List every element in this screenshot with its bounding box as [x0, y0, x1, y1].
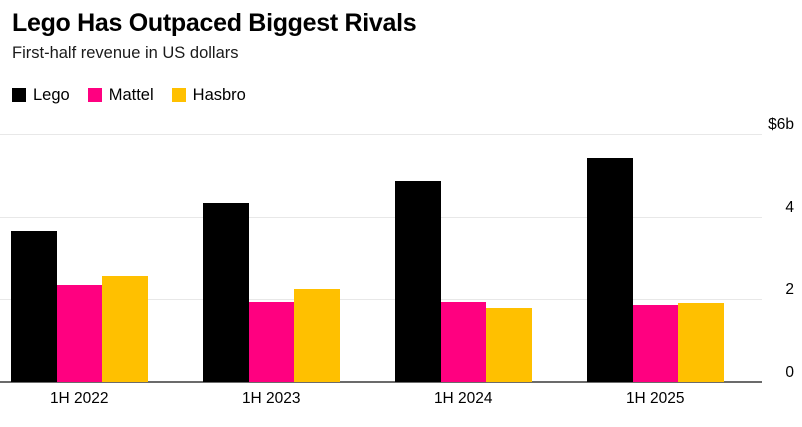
y-tick-label-6: $6b — [768, 116, 794, 133]
chart-legend: Lego Mattel Hasbro — [12, 84, 246, 106]
x-tick-label-1h-2025: 1H 2025 — [625, 390, 685, 407]
bar-hasbro-1h-2025 — [678, 303, 724, 382]
chart-header: Lego Has Outpaced Biggest Rivals First-h… — [12, 8, 772, 64]
legend-label-lego: Lego — [33, 86, 70, 104]
legend-label-hasbro: Hasbro — [192, 86, 246, 104]
legend-item-mattel: Mattel — [87, 86, 154, 104]
bar-mattel-1h-2023 — [248, 301, 294, 382]
y-tick-label-0: 0 — [785, 363, 794, 381]
bar-lego-1h-2024 — [395, 181, 441, 382]
legend-item-hasbro: Hasbro — [171, 86, 246, 104]
y-tick-label-2: 2 — [785, 281, 794, 298]
gridline-4 — [0, 216, 762, 218]
gridline-6 — [0, 134, 762, 135]
bar-mattel-1h-2025 — [632, 304, 678, 382]
bar-lego-1h-2023 — [203, 202, 249, 382]
bar-mattel-1h-2022 — [56, 284, 102, 382]
x-tick-label-1h-2023: 1H 2023 — [241, 390, 301, 407]
axis-baseline — [0, 381, 762, 383]
chart-subtitle: First-half revenue in US dollars — [12, 44, 239, 62]
bar-lego-1h-2022 — [11, 230, 57, 382]
y-tick-label-4: 4 — [785, 198, 794, 216]
bar-hasbro-1h-2023 — [294, 289, 340, 382]
bar-lego-1h-2025 — [587, 157, 633, 382]
legend-item-lego: Lego — [12, 86, 70, 104]
bar-hasbro-1h-2024 — [486, 308, 532, 382]
legend-swatch-lego — [12, 88, 26, 102]
chart-title: Lego Has Outpaced Biggest Rivals — [12, 9, 417, 37]
bar-hasbro-1h-2022 — [102, 275, 148, 382]
legend-swatch-mattel — [87, 88, 102, 102]
legend-swatch-hasbro — [171, 88, 186, 102]
x-tick-label-1h-2022: 1H 2022 — [49, 390, 109, 407]
gridline-2 — [0, 299, 762, 300]
x-tick-label-1h-2024: 1H 2024 — [433, 390, 493, 407]
bar-mattel-1h-2024 — [440, 301, 486, 382]
legend-label-mattel: Mattel — [108, 86, 154, 104]
